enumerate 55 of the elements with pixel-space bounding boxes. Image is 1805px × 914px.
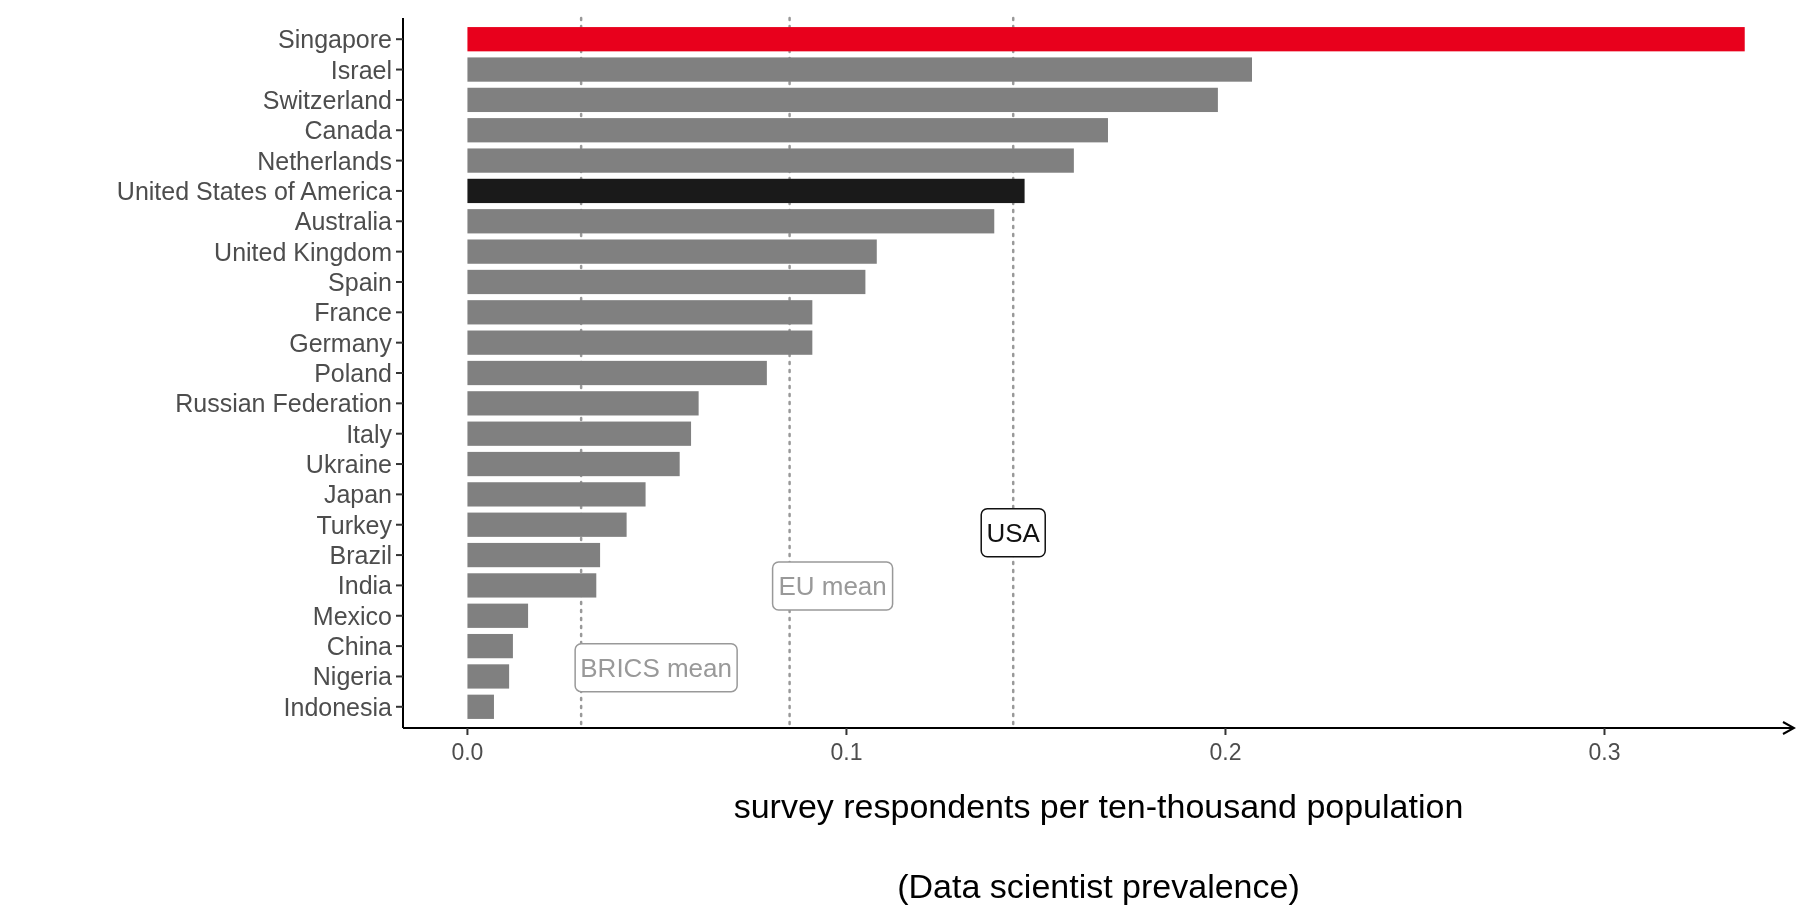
- y-tick-label: Turkey: [316, 510, 393, 539]
- y-tick-label: Indonesia: [283, 692, 393, 721]
- y-tick-label: Brazil: [329, 541, 392, 570]
- x-tick-label: 0.2: [1209, 739, 1242, 765]
- y-tick-label: Canada: [304, 116, 393, 145]
- bar: [467, 239, 877, 264]
- bar: [467, 209, 995, 234]
- bar: [467, 27, 1745, 52]
- bar: [467, 269, 866, 295]
- x-axis-title: survey respondents per ten-thousand population: [733, 787, 1464, 825]
- bar: [467, 451, 680, 477]
- bar: [467, 603, 529, 628]
- y-tick-label: United Kingdom: [214, 237, 392, 266]
- bar: [467, 118, 1108, 143]
- y-tick-label: Poland: [314, 359, 392, 387]
- bar: [467, 148, 1074, 173]
- y-tick-label: United States of America: [116, 176, 393, 205]
- ref-line-label: EU mean: [778, 571, 887, 601]
- bar: [467, 482, 646, 507]
- ref-line-label: BRICS mean: [580, 652, 733, 683]
- y-tick-label: Switzerland: [262, 85, 392, 114]
- bar: [467, 87, 1218, 113]
- y-tick-label: Mexico: [312, 601, 392, 630]
- x-tick-label: 0.3: [1588, 739, 1621, 765]
- y-tick-label: Ukraine: [305, 450, 392, 479]
- y-tick-label: Nigeria: [312, 662, 393, 691]
- text: (Data scientist prevalence): [897, 867, 1300, 905]
- ref-line-label: USA: [986, 517, 1041, 548]
- y-tick-label: China: [326, 632, 393, 661]
- y-tick-label: Australia: [294, 207, 393, 236]
- y-tick-label: France: [314, 298, 392, 327]
- y-tick-label: Italy: [346, 419, 393, 448]
- bar: [467, 664, 510, 689]
- y-tick-label: Russian Federation: [175, 389, 392, 418]
- y-tick-label: Israel: [330, 55, 392, 84]
- bar: [467, 573, 597, 598]
- bar: [467, 330, 813, 355]
- y-tick-label: India: [337, 571, 393, 600]
- y-tick-label: Spain: [328, 267, 392, 296]
- bar: [467, 360, 767, 386]
- bar: [467, 694, 494, 719]
- bar: [467, 178, 1025, 204]
- x-tick-label: 0.1: [830, 739, 863, 765]
- y-tick-label: Singapore: [278, 25, 392, 54]
- bar: [467, 542, 601, 568]
- bar: [467, 421, 692, 446]
- bar: [467, 57, 1252, 82]
- bar: [467, 391, 699, 416]
- y-tick-label: Netherlands: [257, 146, 392, 175]
- bar: [467, 633, 513, 659]
- y-tick-label: Germany: [289, 328, 393, 357]
- bar: [467, 512, 627, 537]
- x-tick-label: 0.0: [451, 739, 484, 765]
- bar: [467, 300, 813, 325]
- y-tick-label: Japan: [323, 480, 392, 509]
